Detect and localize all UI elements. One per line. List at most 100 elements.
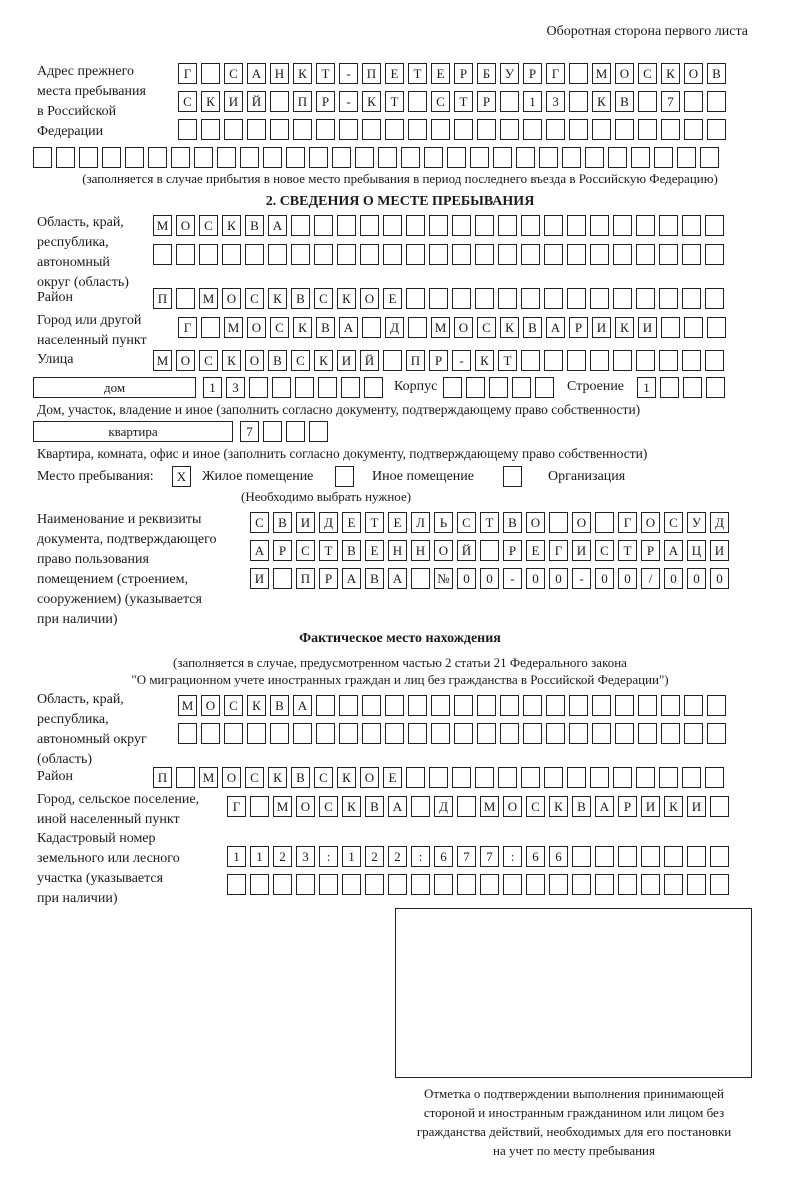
char-cell[interactable]: [707, 119, 726, 140]
char-cell[interactable]: [339, 723, 358, 744]
char-cell[interactable]: И: [687, 796, 706, 817]
char-cell[interactable]: Е: [365, 540, 384, 561]
char-cell[interactable]: [362, 695, 381, 716]
char-cell[interactable]: В: [523, 317, 542, 338]
char-cell[interactable]: [125, 147, 144, 168]
char-cell[interactable]: [475, 215, 494, 236]
char-cell[interactable]: -: [503, 568, 522, 589]
char-cell[interactable]: 0: [549, 568, 568, 589]
char-cell[interactable]: [659, 215, 678, 236]
char-cell[interactable]: О: [641, 512, 660, 533]
char-cell[interactable]: А: [268, 215, 287, 236]
char-cell[interactable]: [447, 147, 466, 168]
char-cell[interactable]: [641, 874, 660, 895]
char-cell[interactable]: О: [526, 512, 545, 533]
char-cell[interactable]: О: [222, 288, 241, 309]
char-cell[interactable]: 3: [546, 91, 565, 112]
char-cell[interactable]: Р: [569, 317, 588, 338]
char-cell[interactable]: [546, 695, 565, 716]
char-cell[interactable]: [454, 695, 473, 716]
char-cell[interactable]: [687, 874, 706, 895]
char-cell[interactable]: [636, 215, 655, 236]
char-cell[interactable]: А: [342, 568, 361, 589]
char-cell[interactable]: Б: [477, 63, 496, 84]
char-cell[interactable]: [470, 147, 489, 168]
char-cell[interactable]: Г: [227, 796, 246, 817]
char-cell[interactable]: С: [245, 767, 264, 788]
char-cell[interactable]: О: [503, 796, 522, 817]
char-cell[interactable]: [592, 695, 611, 716]
char-cell[interactable]: С: [199, 215, 218, 236]
char-cell[interactable]: [365, 874, 384, 895]
char-cell[interactable]: В: [291, 767, 310, 788]
char-cell[interactable]: А: [664, 540, 683, 561]
char-cell[interactable]: С: [431, 91, 450, 112]
char-cell[interactable]: [618, 874, 637, 895]
char-cell[interactable]: И: [641, 796, 660, 817]
char-cell[interactable]: С: [296, 540, 315, 561]
char-cell[interactable]: В: [316, 317, 335, 338]
char-cell[interactable]: [684, 695, 703, 716]
char-cell[interactable]: К: [222, 350, 241, 371]
char-cell[interactable]: [546, 723, 565, 744]
char-cell[interactable]: [270, 119, 289, 140]
char-cell[interactable]: [319, 874, 338, 895]
char-cell[interactable]: [523, 119, 542, 140]
char-cell[interactable]: :: [503, 846, 522, 867]
char-cell[interactable]: [431, 723, 450, 744]
char-cell[interactable]: [247, 723, 266, 744]
char-cell[interactable]: [659, 288, 678, 309]
char-cell[interactable]: [33, 147, 52, 168]
char-cell[interactable]: В: [270, 695, 289, 716]
char-cell[interactable]: [250, 796, 269, 817]
char-cell[interactable]: О: [201, 695, 220, 716]
char-cell[interactable]: Д: [710, 512, 729, 533]
char-cell[interactable]: О: [684, 63, 703, 84]
char-cell[interactable]: [79, 147, 98, 168]
char-cell[interactable]: -: [339, 91, 358, 112]
char-cell[interactable]: [521, 288, 540, 309]
char-cell[interactable]: [293, 723, 312, 744]
char-cell[interactable]: [500, 119, 519, 140]
char-cell[interactable]: Р: [477, 91, 496, 112]
char-cell[interactable]: Ц: [687, 540, 706, 561]
char-cell[interactable]: Е: [526, 540, 545, 561]
char-cell[interactable]: [240, 147, 259, 168]
char-cell[interactable]: П: [293, 91, 312, 112]
char-cell[interactable]: [339, 695, 358, 716]
char-cell[interactable]: 6: [549, 846, 568, 867]
char-cell[interactable]: П: [406, 350, 425, 371]
char-cell[interactable]: [273, 568, 292, 589]
char-cell[interactable]: А: [293, 695, 312, 716]
char-cell[interactable]: С: [595, 540, 614, 561]
char-cell[interactable]: [424, 147, 443, 168]
char-cell[interactable]: [595, 846, 614, 867]
char-cell[interactable]: М: [480, 796, 499, 817]
char-cell[interactable]: Р: [503, 540, 522, 561]
char-cell[interactable]: Р: [429, 350, 448, 371]
char-cell[interactable]: О: [222, 767, 241, 788]
char-cell[interactable]: Е: [388, 512, 407, 533]
char-cell[interactable]: Е: [383, 767, 402, 788]
char-cell[interactable]: С: [291, 350, 310, 371]
char-cell[interactable]: [613, 244, 632, 265]
char-cell[interactable]: М: [178, 695, 197, 716]
char-cell[interactable]: [546, 119, 565, 140]
char-cell[interactable]: [406, 244, 425, 265]
char-cell[interactable]: [314, 244, 333, 265]
char-cell[interactable]: [477, 723, 496, 744]
char-cell[interactable]: [618, 846, 637, 867]
char-cell[interactable]: Т: [454, 91, 473, 112]
char-cell[interactable]: 3: [226, 377, 245, 398]
char-cell[interactable]: Е: [431, 63, 450, 84]
char-cell[interactable]: А: [546, 317, 565, 338]
char-cell[interactable]: О: [245, 350, 264, 371]
char-cell[interactable]: [429, 288, 448, 309]
char-cell[interactable]: 2: [388, 846, 407, 867]
char-cell[interactable]: /: [641, 568, 660, 589]
char-cell[interactable]: [544, 767, 563, 788]
char-cell[interactable]: Д: [434, 796, 453, 817]
char-cell[interactable]: [498, 215, 517, 236]
char-cell[interactable]: Т: [480, 512, 499, 533]
char-cell[interactable]: В: [268, 350, 287, 371]
